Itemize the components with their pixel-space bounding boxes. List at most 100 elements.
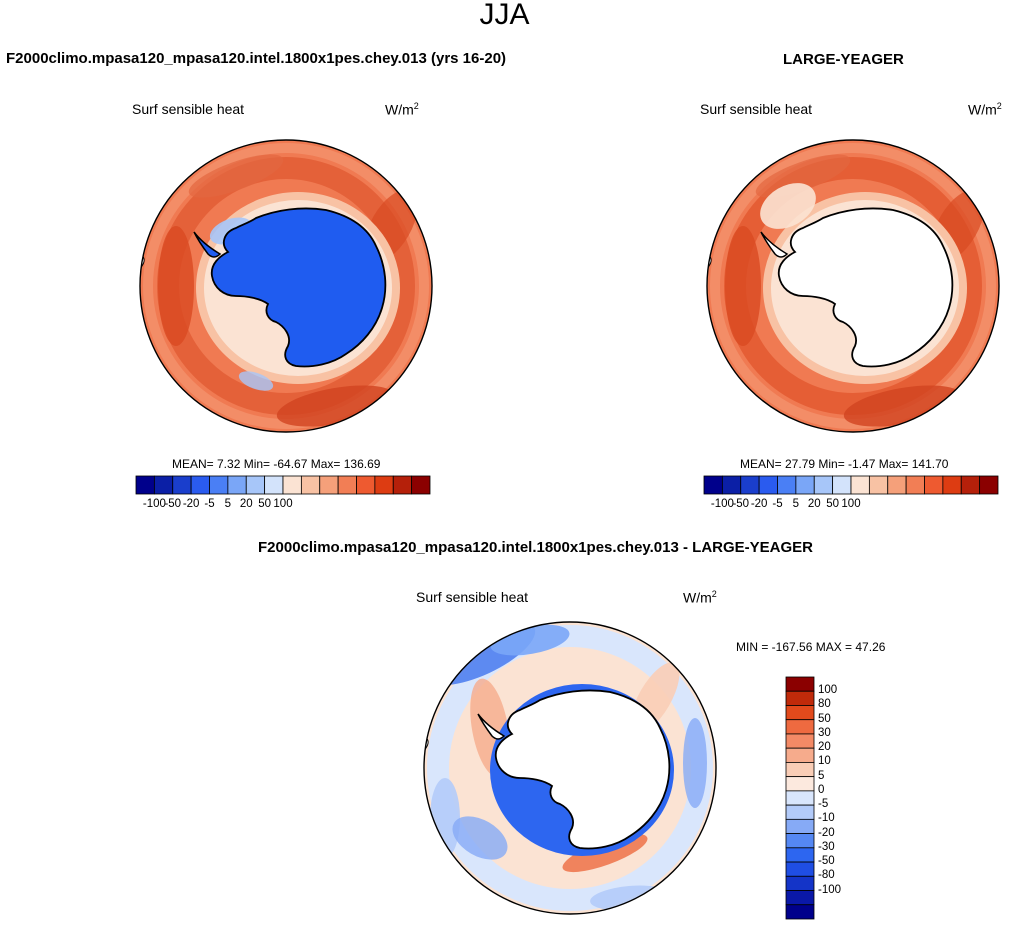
colorbar-tick-label: -5: [772, 498, 783, 510]
obs-panel-title: LARGE-YEAGER: [783, 51, 904, 68]
diff-variable-label: Surf sensible heat: [416, 589, 529, 605]
colorbar-swatch: [785, 890, 815, 906]
colorbar-swatch: [887, 475, 907, 495]
obs-polar-map: [706, 139, 1000, 433]
colorbar-tick-label: -80: [818, 869, 835, 882]
diff-colorbar-ticks: 100 80 50 30 20 10 5 0 -5 -10 -20 -30 -50 -80 -100: [818, 677, 858, 919]
colorbar-tick-label: 20: [818, 741, 831, 754]
colorbar-swatch: [245, 475, 266, 495]
colorbar-tick-label: 30: [818, 726, 831, 739]
colorbar-tick-label: 100: [818, 684, 838, 697]
map-field: [707, 140, 999, 432]
colorbar-swatch: [785, 861, 815, 877]
season-title: JJA: [479, 0, 530, 31]
colorbar-tick-label: 5: [224, 498, 232, 510]
colorbar-swatch: [209, 475, 229, 495]
diff-panel-title: F2000climo.mpasa120_mpasa120.intel.1800x…: [258, 539, 814, 556]
colorbar-swatch: [785, 904, 815, 920]
colorbar-tick-label: -50: [164, 498, 182, 510]
colorbar-swatch: [785, 776, 815, 792]
antarctica-coastline: [777, 207, 954, 368]
colorbar-swatch: [960, 475, 981, 495]
colorbar-tick-label: -100: [142, 498, 166, 510]
obs-variable-label: Surf sensible heat: [700, 101, 813, 117]
colorbar-tick-label: 50: [818, 712, 831, 725]
diff-colorbar: [785, 676, 815, 920]
colorbar-swatch: [740, 475, 760, 495]
colorbar-swatch: [942, 475, 962, 495]
colorbar-tick-label: 5: [818, 769, 825, 782]
colorbar-swatch: [832, 475, 852, 495]
colorbar-tick-label: 80: [818, 698, 831, 711]
colorbar-swatch: [785, 847, 815, 863]
colorbar-swatch: [795, 475, 815, 495]
colorbar-swatch: [374, 475, 394, 495]
colorbar-swatch: [785, 762, 815, 778]
colorbar-tick-label: 50: [826, 498, 840, 510]
colorbar-tick-label: 100: [841, 498, 861, 510]
colorbar-swatch: [785, 747, 815, 763]
colorbar-tick-label: -5: [204, 498, 215, 510]
colorbar-swatch: [813, 475, 834, 495]
colorbar-swatch: [135, 475, 155, 495]
colorbar-swatch: [850, 475, 870, 495]
colorbar-swatch: [758, 475, 778, 495]
colorbar-tick-label: -50: [818, 855, 835, 868]
colorbar-swatch: [868, 475, 889, 495]
colorbar-tick-label: 100: [273, 498, 293, 510]
antarctic-peninsula: [477, 713, 506, 740]
colorbar-tick-label: -30: [818, 840, 835, 853]
map-border: [139, 139, 433, 433]
model-panel-title: F2000climo.mpasa120_mpasa120.intel.1800x…: [6, 50, 507, 67]
colorbar-tick-label: -100: [710, 498, 734, 510]
map-border: [423, 621, 717, 915]
obs-colorbar-ticks: -100 -50 -20 -5 5 20 50 100: [704, 498, 998, 514]
colorbar-tick-label: 20: [239, 498, 253, 510]
colorbar-swatch: [411, 475, 431, 495]
antarctic-peninsula: [193, 231, 222, 258]
colorbar-tick-label: -50: [732, 498, 750, 510]
obs-stats: MEAN= 27.79 Min= -1.47 Max= 141.70: [740, 457, 949, 471]
colorbar-swatch: [227, 475, 247, 495]
colorbar-tick-label: 20: [807, 498, 821, 510]
colorbar-swatch: [356, 475, 376, 495]
diff-stats: MIN = -167.56 MAX = 47.26: [736, 640, 886, 654]
colorbar-swatch: [785, 833, 815, 849]
colorbar-swatch: [785, 676, 815, 692]
colorbar-swatch: [785, 875, 815, 891]
colorbar-tick-label: -20: [750, 498, 768, 510]
colorbar-tick-label: -20: [182, 498, 200, 510]
model-colorbar: [135, 475, 431, 495]
model-colorbar-ticks: -100 -50 -20 -5 5 20 50 100: [136, 498, 430, 514]
obs-colorbar: [703, 475, 999, 495]
colorbar-tick-label: -10: [818, 812, 835, 825]
antarctica-coastline: [494, 689, 671, 850]
model-variable-label: Surf sensible heat: [132, 101, 245, 117]
colorbar-swatch: [785, 719, 815, 735]
model-stats: MEAN= 7.32 Min= -64.67 Max= 136.69: [172, 457, 381, 471]
colorbar-swatch: [785, 705, 815, 721]
diff-units-label: W/m2: [683, 589, 717, 606]
colorbar-swatch: [190, 475, 210, 495]
colorbar-swatch: [785, 804, 815, 820]
colorbar-tick-label: -20: [818, 826, 835, 839]
colorbar-tick-label: -5: [818, 798, 829, 811]
colorbar-tick-label: 10: [818, 755, 831, 768]
colorbar-swatch: [924, 475, 944, 495]
model-units-label: W/m2: [385, 101, 419, 118]
colorbar-swatch: [300, 475, 321, 495]
colorbar-tick-label: -100: [818, 883, 842, 896]
colorbar-swatch: [979, 475, 999, 495]
colorbar-swatch: [905, 475, 925, 495]
colorbar-swatch: [172, 475, 192, 495]
colorbar-swatch: [785, 690, 815, 706]
model-polar-map: [139, 139, 433, 433]
colorbar-swatch: [337, 475, 357, 495]
colorbar-swatch: [282, 475, 302, 495]
colorbar-swatch: [777, 475, 797, 495]
antarctic-peninsula: [760, 231, 789, 258]
colorbar-swatch: [153, 475, 174, 495]
obs-units-label: W/m2: [968, 101, 1002, 118]
map-field: [140, 140, 432, 432]
colorbar-swatch: [785, 790, 815, 806]
